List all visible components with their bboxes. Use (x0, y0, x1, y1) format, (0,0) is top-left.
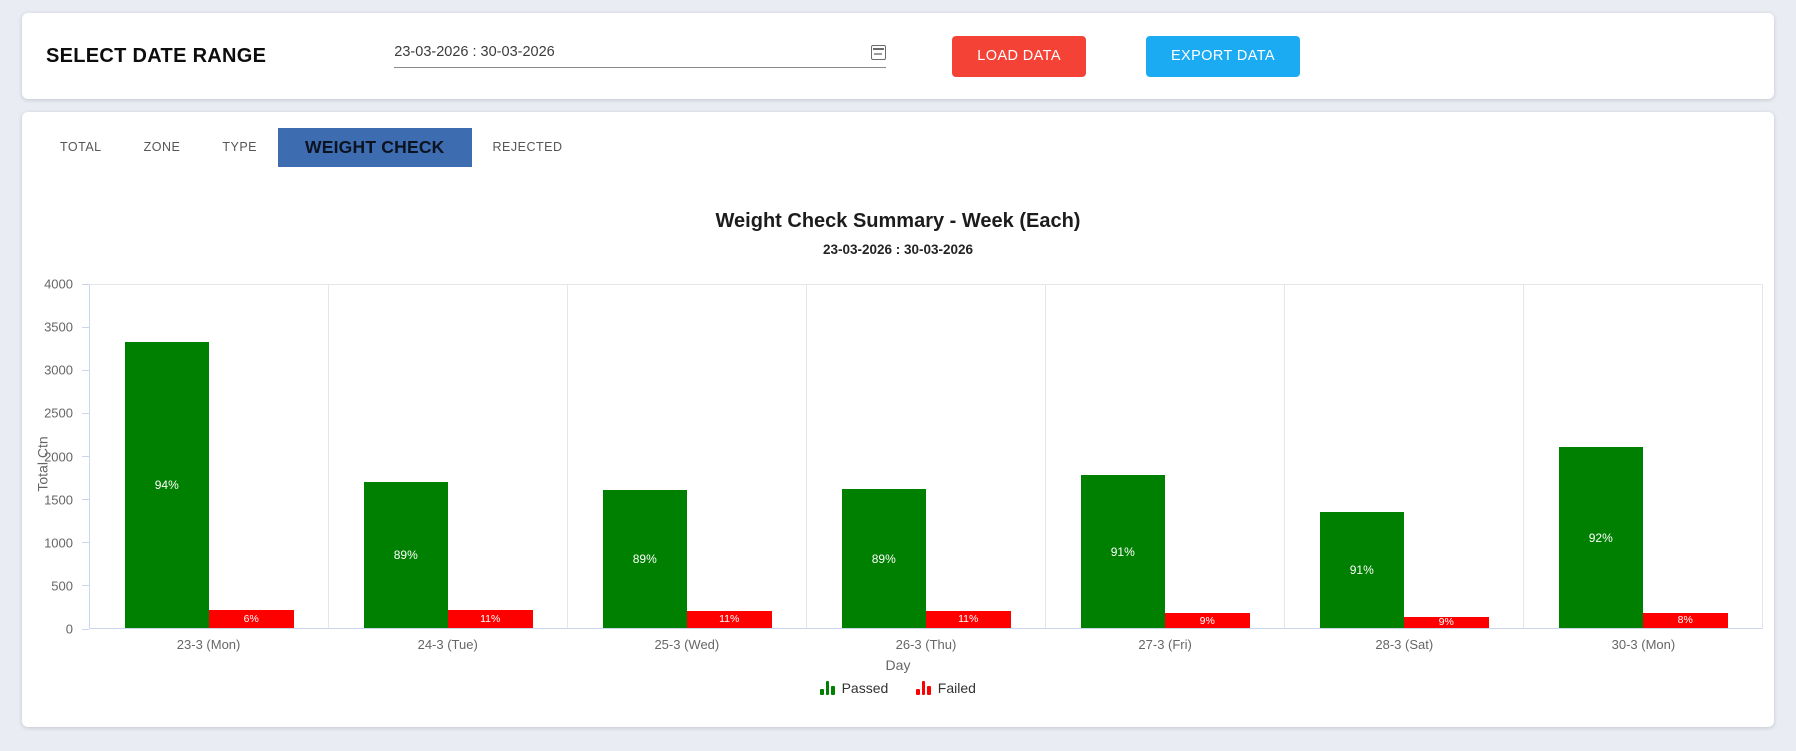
x-category-label: 24-3 (Tue) (417, 637, 478, 652)
bar-pair: 89% 11% (363, 285, 533, 628)
y-tick-label: 3000 (44, 362, 73, 378)
failed-bar[interactable]: 8% (1643, 612, 1728, 628)
bar-pair: 91% 9% (1319, 285, 1489, 629)
chart-legend: Passed Failed (22, 680, 1774, 696)
y-tick-label: 1500 (44, 492, 73, 508)
legend-label: Passed (841, 680, 889, 696)
bar-percentage-label: 11% (719, 613, 740, 626)
legend-item-passed[interactable]: Passed (820, 680, 888, 696)
bar-pair: 89% 11% (602, 285, 772, 628)
y-tick-label: 2500 (44, 405, 73, 421)
x-category-label: 23-3 (Mon) (176, 637, 241, 652)
failed-bar[interactable]: 9% (1404, 616, 1489, 629)
x-category-label: 27-3 (Fri) (1138, 637, 1192, 652)
export-data-button[interactable]: EXPORT DATA (1145, 35, 1300, 77)
failed-bar[interactable]: 6% (209, 610, 294, 628)
y-tick-label: 0 (65, 621, 73, 637)
y-tick-label: 1000 (44, 535, 73, 551)
y-tick-mark (82, 412, 89, 414)
y-tick-mark (82, 369, 89, 371)
bar-percentage-label: 11% (480, 612, 501, 625)
bar-group: 92% 8% (1523, 285, 1762, 628)
tab-rejected[interactable]: REJECTED (492, 140, 563, 154)
bar-percentage-label: 91% (1110, 544, 1135, 559)
y-tick-mark (82, 456, 89, 457)
bar-group: 89% 11% (567, 285, 806, 628)
legend-item-failed[interactable]: Failed (916, 680, 976, 696)
legend-label: Failed (937, 680, 976, 696)
passed-bar[interactable]: 92% (1558, 447, 1643, 628)
tab-zone[interactable]: ZONE (143, 140, 181, 154)
calendar-icon[interactable] (871, 44, 887, 60)
bar-pair: 92% 8% (1558, 285, 1728, 628)
y-tick-mark (82, 542, 89, 544)
failed-bar[interactable]: 11% (448, 610, 533, 628)
plot-area: 94% 6% 89% 11% 89% 11% 89% 11% 91% 9% 91% 9% 92% 8% (89, 284, 1763, 629)
bar-group: 91% 9% (1284, 285, 1523, 628)
bar-percentage-label: 11% (958, 613, 979, 626)
bar-percentage-label: 89% (393, 548, 418, 563)
bar-group: 89% 11% (806, 285, 1045, 628)
x-category-label: 30-3 (Mon) (1611, 637, 1676, 652)
y-axis: 0 500 1000 1500 2000 2500 3000 3500 4000 (22, 277, 89, 637)
bar-percentage-label: 9% (1438, 616, 1454, 629)
select-date-range-label: SELECT DATE RANGE (46, 44, 267, 67)
x-axis-labels: 23-3 (Mon) 24-3 (Tue) 25-3 (Wed) 26-3 (Thu)… (89, 629, 1763, 652)
y-tick-label: 3500 (44, 319, 73, 335)
tab-bar: TOTAL ZONE TYPE WEIGHT CHECK REJECTED (22, 112, 1774, 168)
passed-bar[interactable]: 89% (363, 482, 448, 628)
bar-group: 89% 11% (328, 285, 567, 628)
x-category-label: 26-3 (Thu) (895, 637, 957, 652)
date-range-input[interactable] (394, 44, 872, 60)
y-tick-label: 500 (51, 578, 73, 594)
x-category-label: 28-3 (Sat) (1375, 637, 1434, 652)
y-tick-label: 2000 (44, 449, 73, 464)
load-data-button[interactable]: LOAD DATA (952, 35, 1086, 77)
weight-check-chart: Weight Check Summary - Week (Each) 23-03… (22, 210, 1774, 696)
bar-group: 91% 9% (1045, 285, 1284, 628)
date-range-field[interactable] (394, 44, 887, 68)
bar-percentage-label: 94% (154, 477, 179, 492)
failed-bar[interactable]: 9% (1165, 613, 1250, 628)
passed-bar[interactable]: 91% (1080, 475, 1165, 628)
tab-type[interactable]: TYPE (222, 140, 258, 154)
failed-bar[interactable]: 11% (687, 610, 772, 628)
bar-percentage-label: 89% (871, 551, 896, 566)
bar-percentage-label: 91% (1349, 563, 1374, 578)
tab-total[interactable]: TOTAL (60, 140, 102, 154)
mini-bar-chart-icon (820, 681, 835, 695)
plot-zone: Total Ctn 0 500 1000 1500 2000 2500 3000 3500 40… (22, 277, 1774, 696)
page: SELECT DATE RANGE LOAD DATA EXPORT DATA … (22, 13, 1774, 727)
bar-percentage-label: 9% (1199, 614, 1215, 627)
tab-weight-check[interactable]: WEIGHT CHECK (278, 127, 472, 167)
bar-percentage-label: 89% (632, 551, 657, 566)
chart-panel: TOTAL ZONE TYPE WEIGHT CHECK REJECTED Weight… (22, 112, 1774, 727)
failed-bar[interactable]: 11% (926, 610, 1011, 628)
chart-title: Weight Check Summary - Week (Each) (715, 210, 1081, 232)
passed-bar[interactable]: 91% (1319, 512, 1404, 628)
x-axis-title: Day (885, 657, 911, 673)
passed-bar[interactable]: 94% (124, 341, 209, 628)
bar-percentage-label: 8% (1677, 614, 1693, 627)
passed-bar[interactable]: 89% (841, 489, 926, 628)
x-category-label: 25-3 (Wed) (654, 637, 720, 652)
bar-pair: 94% 6% (124, 285, 294, 628)
bar-pair: 89% 11% (841, 285, 1011, 628)
bar-percentage-label: 6% (243, 612, 259, 625)
y-tick-mark (82, 283, 89, 285)
y-tick-mark (82, 628, 89, 630)
date-range-panel: SELECT DATE RANGE LOAD DATA EXPORT DATA (22, 13, 1774, 99)
mini-bar-chart-icon (916, 681, 931, 695)
y-tick-mark (82, 326, 89, 328)
y-tick-label: 4000 (44, 276, 73, 292)
bar-percentage-label: 92% (1588, 530, 1613, 545)
y-tick-mark (82, 499, 89, 501)
passed-bar[interactable]: 89% (602, 489, 687, 628)
chart-subtitle: 23-03-2026 : 30-03-2026 (822, 242, 974, 257)
y-tick-mark (82, 585, 89, 587)
bar-pair: 91% 9% (1080, 285, 1250, 628)
bar-group: 94% 6% (90, 285, 328, 628)
